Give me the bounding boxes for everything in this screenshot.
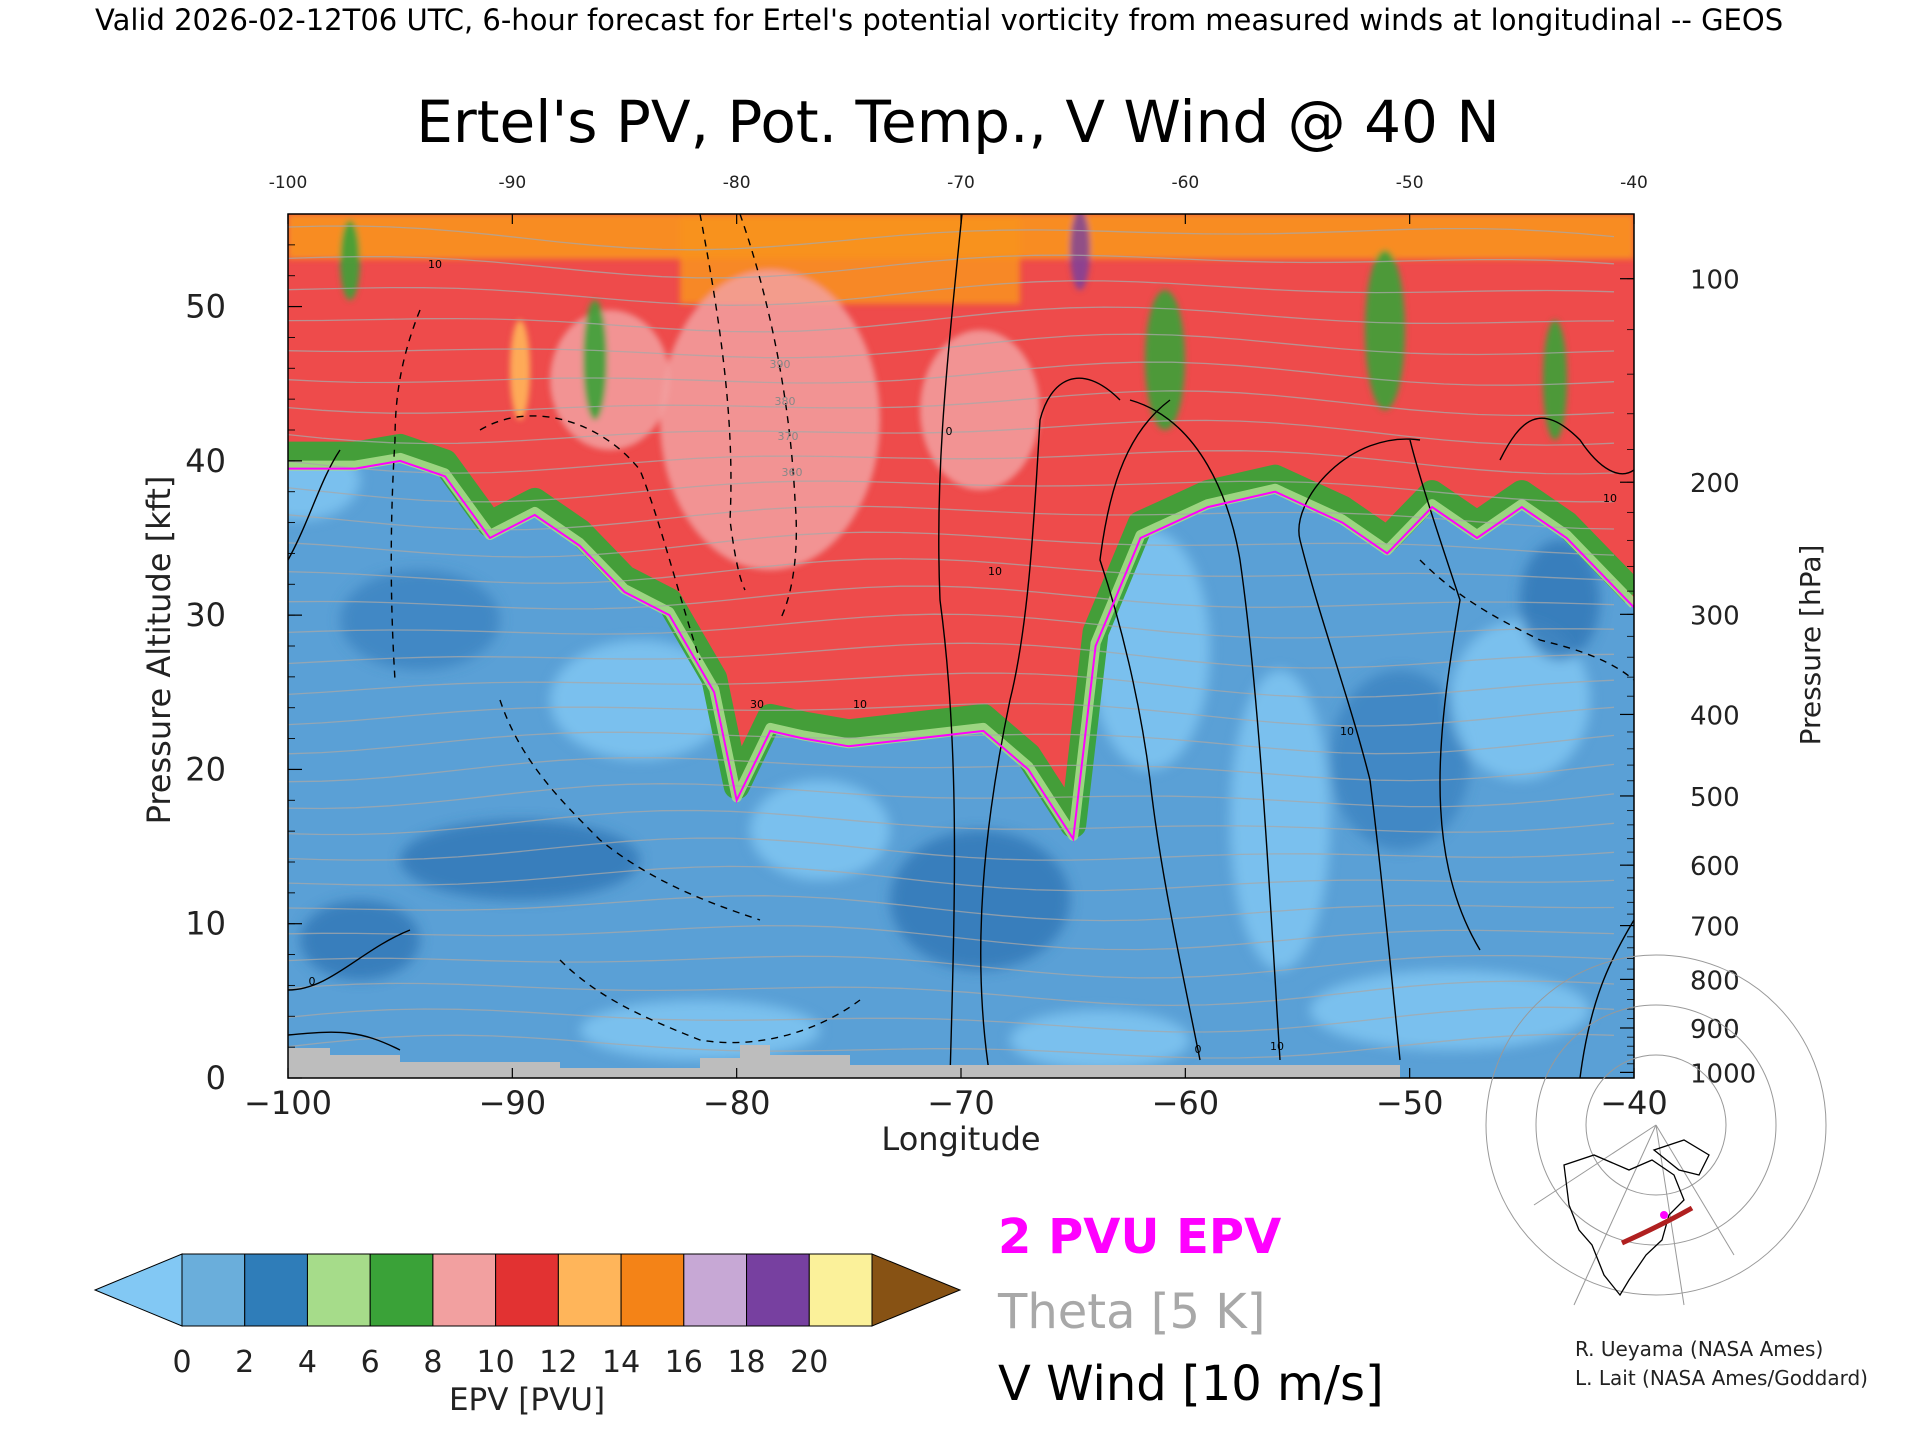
- colorbar-segment: [369, 1253, 434, 1327]
- x-tick-label: −100: [244, 1084, 332, 1122]
- y-axis-right: 1000 900 800 700 600 500 400 300 200 100: [1620, 266, 1756, 1089]
- colorbar-tick-label: 18: [727, 1345, 765, 1380]
- colorbar-under-arrow: [93, 1253, 183, 1327]
- chart-title: Ertel's PV, Pot. Temp., V Wind @ 40 N: [416, 88, 1499, 156]
- x-tick-label: −70: [927, 1084, 995, 1122]
- colorbar-segment: [495, 1253, 559, 1327]
- colorbar-segment: [746, 1253, 810, 1327]
- y-tick-label: 20: [185, 750, 226, 788]
- colorbar-tick-label: 14: [602, 1345, 640, 1380]
- pressure-tick-label: 300: [1690, 601, 1740, 631]
- x-top-tick-label: -90: [498, 173, 526, 193]
- green-band: [288, 433, 1634, 838]
- valid-time-header: Valid 2026-02-12T06 UTC, 6-hour forecast…: [95, 3, 1783, 37]
- contour-label: 10: [1340, 725, 1354, 738]
- colorbar-tick-label: 8: [423, 1345, 442, 1380]
- credit-line-2: L. Lait (NASA Ames/Goddard): [1575, 1366, 1868, 1390]
- epv-field: 10 0 30 10 10 0 10 10 0 10 390 380 370 360: [288, 214, 1634, 1078]
- contour-label: 0: [946, 425, 953, 438]
- x-tick-label: −60: [1152, 1084, 1220, 1122]
- epv-colorbar: 0 2 4 6 8 10 12 14 16 18 20: [93, 1253, 962, 1380]
- v-wind-contours: [288, 214, 1634, 1078]
- legend-vwind: V Wind [10 m/s]: [998, 1356, 1384, 1412]
- legend-2pvu: 2 PVU EPV: [998, 1209, 1281, 1265]
- colorbar-tick-label: 10: [477, 1345, 515, 1380]
- x-tick-label: −40: [1600, 1084, 1668, 1122]
- pressure-tick-label: 900: [1690, 1015, 1740, 1045]
- colorbar-segment: [432, 1253, 497, 1327]
- y-axis-left: 0 10 20 30 40 50: [185, 213, 302, 1097]
- contour-label: 380: [775, 395, 796, 408]
- credit-line-1: R. Ueyama (NASA Ames): [1575, 1337, 1823, 1361]
- colorbar-tick-label: 4: [298, 1345, 317, 1380]
- y-tick-label: 10: [185, 905, 226, 943]
- colorbar-tick-label: 0: [172, 1345, 191, 1380]
- x-top-tick-label: -100: [269, 173, 308, 193]
- colorbar-over-arrow: [871, 1253, 962, 1327]
- y-tick-label: 40: [185, 442, 226, 480]
- y-axis-left-label: Pressure Altitude [kft]: [140, 476, 178, 825]
- colorbar-segment: [306, 1253, 371, 1327]
- pressure-tick-label: 700: [1690, 913, 1740, 943]
- theta-contours: [288, 225, 1615, 1059]
- contour-label: 370: [778, 430, 799, 443]
- contour-label: 10: [1270, 1040, 1284, 1053]
- y-tick-label: 30: [185, 596, 226, 634]
- tropopause-2pvu-line: [288, 459, 1634, 842]
- contour-label: 390: [770, 358, 791, 371]
- x-tick-label: −90: [479, 1084, 547, 1122]
- colorbar-segment: [808, 1253, 873, 1327]
- x-top-tick-label: -50: [1396, 173, 1424, 193]
- x-top-tick-label: -70: [947, 173, 975, 193]
- contour-label: 10: [988, 565, 1002, 578]
- pressure-tick-label: 500: [1690, 783, 1740, 813]
- north-america-polar-map-icon: [1485, 954, 1827, 1306]
- y-tick-label: 0: [206, 1059, 226, 1097]
- contour-label: 0: [309, 975, 316, 988]
- ground-topography: [288, 1045, 1400, 1078]
- contour-label: 0: [1195, 1043, 1202, 1056]
- x-tick-label: −80: [703, 1084, 771, 1122]
- colorbar-segment: [244, 1253, 308, 1327]
- y-tick-label: 50: [185, 288, 226, 326]
- contour-label: 10: [1603, 492, 1617, 505]
- colorbar-tick-label: 12: [539, 1345, 577, 1380]
- colorbar-segment: [620, 1253, 685, 1327]
- pressure-tick-label: 800: [1690, 966, 1740, 996]
- pressure-tick-label: 400: [1690, 701, 1740, 731]
- colorbar-segment: [181, 1253, 246, 1327]
- y-axis-right-label: Pressure [hPa]: [1794, 545, 1827, 746]
- colorbar-tick-label: 20: [790, 1345, 828, 1380]
- x-top-tick-label: -60: [1171, 173, 1199, 193]
- light-green-band: [288, 452, 1634, 841]
- pressure-tick-label: 1000: [1690, 1059, 1756, 1089]
- colorbar-tick-label: 16: [665, 1345, 703, 1380]
- colorbar-tick-label: 6: [361, 1345, 380, 1380]
- x-axis-label: Longitude: [881, 1120, 1040, 1158]
- contour-label: 10: [853, 698, 867, 711]
- colorbar-tick-label: 2: [235, 1345, 254, 1380]
- x-axis-top: -100 -90 -80 -70 -60 -50 -40: [269, 173, 1648, 224]
- x-tick-label: −50: [1376, 1084, 1444, 1122]
- pressure-tick-label: 100: [1690, 266, 1740, 296]
- x-top-tick-label: -40: [1620, 173, 1648, 193]
- colorbar-segment: [557, 1253, 622, 1327]
- x-top-tick-label: -80: [723, 173, 751, 193]
- contour-label: 30: [750, 698, 764, 711]
- colorbar-label: EPV [PVU]: [449, 1382, 605, 1418]
- pressure-tick-label: 600: [1690, 852, 1740, 882]
- contour-label: 10: [428, 258, 442, 271]
- pressure-tick-label: 200: [1690, 469, 1740, 499]
- x-axis-bottom: −100 −90 −80 −70 −60 −50 −40: [244, 1068, 1668, 1122]
- colorbar-segment: [683, 1253, 748, 1327]
- contour-label: 360: [782, 466, 803, 479]
- contour-labels: 10 0 30 10 10 0 10 10 0 10 390 380 370 360: [309, 258, 1618, 1056]
- legend-theta: Theta [5 K]: [997, 1284, 1266, 1340]
